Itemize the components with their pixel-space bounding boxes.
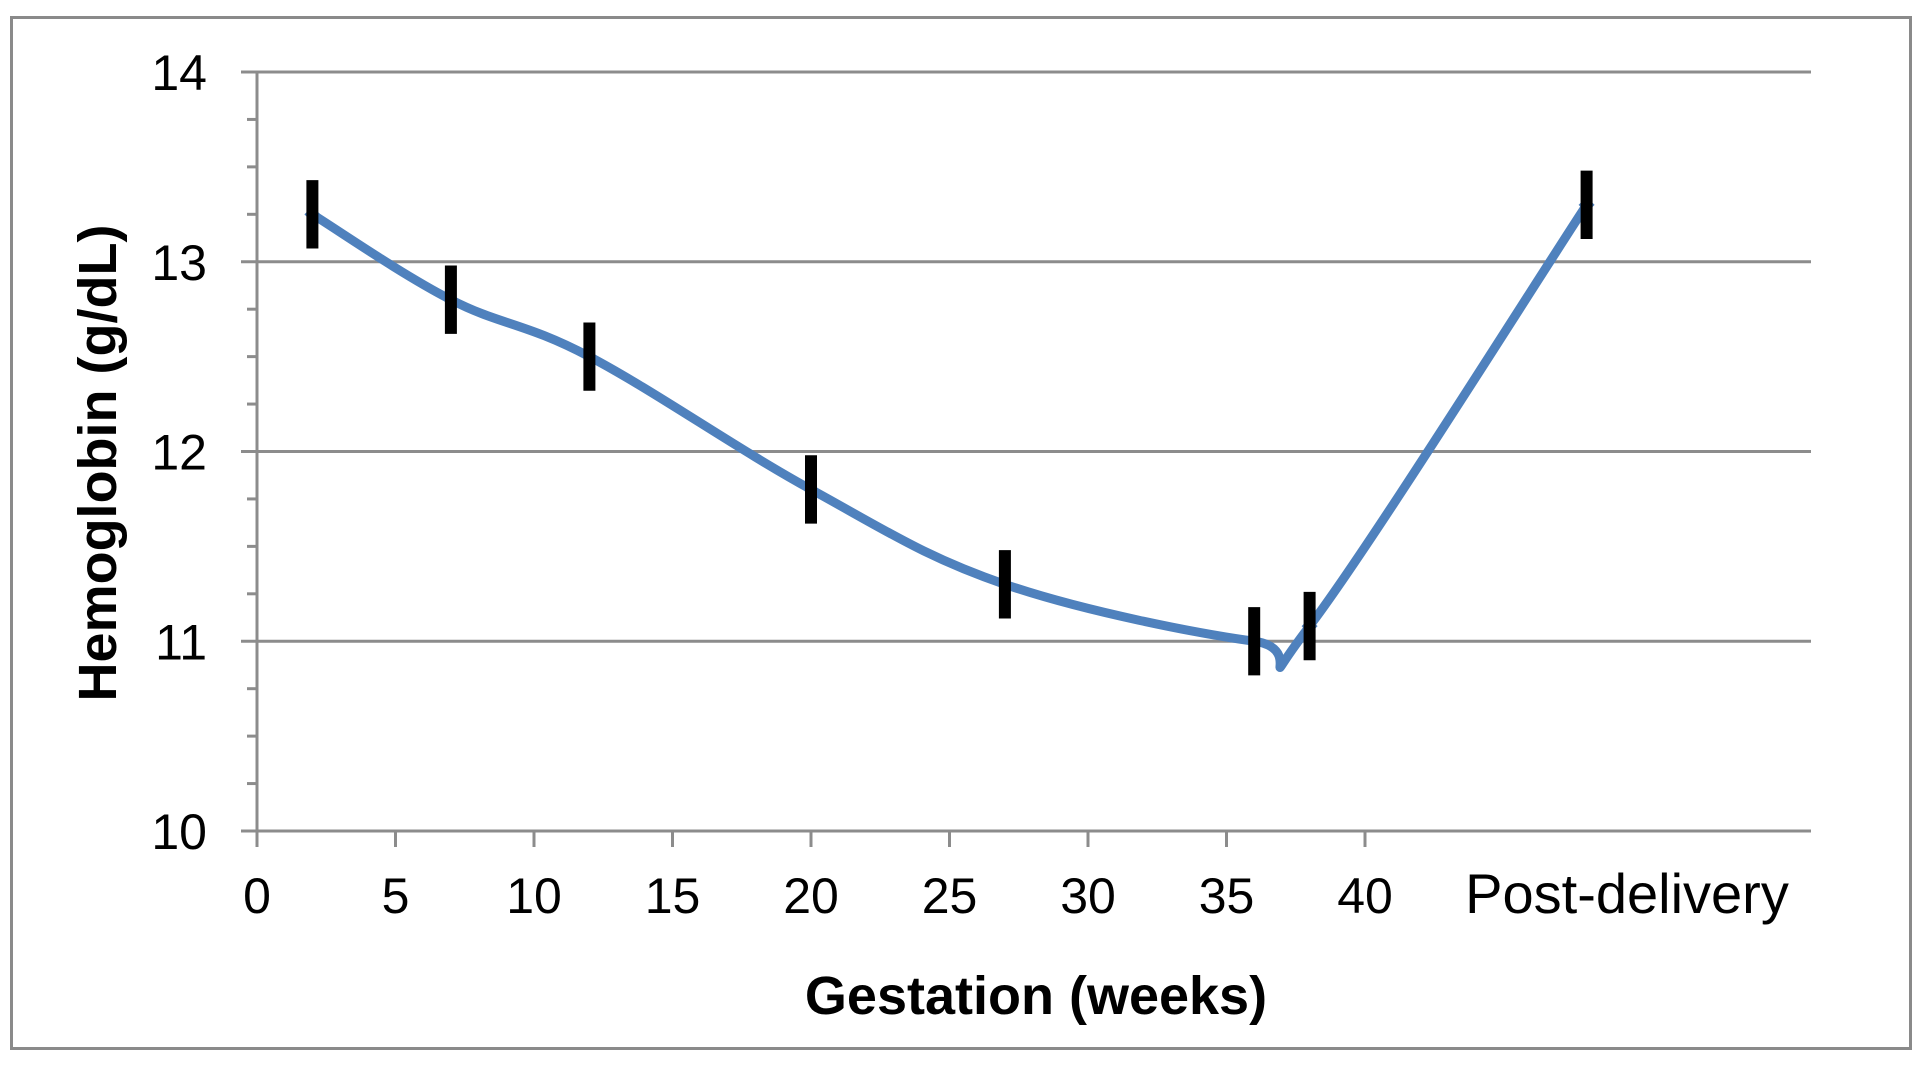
y-tick-label: 13 <box>151 235 207 291</box>
chart-frame: 10 11 12 13 14 0 5 10 15 20 25 30 35 40 Post-delivery … <box>10 16 1912 1050</box>
x-tick-label: 25 <box>922 868 978 924</box>
y-tick-label: 11 <box>155 614 207 670</box>
x-axis-title: Gestation (weeks) <box>805 966 1267 1026</box>
x-tick-label: 20 <box>783 868 839 924</box>
x-tick-label: 40 <box>1337 868 1393 924</box>
series-hemoglobin-line <box>307 200 1592 672</box>
series-line <box>307 200 1592 672</box>
x-tick-label: 10 <box>506 868 562 924</box>
error-markers <box>304 170 1595 676</box>
tick-labels: 10 11 12 13 14 0 5 10 15 20 25 30 35 40 Post-delivery <box>151 45 1788 925</box>
x-tick-label: 30 <box>1060 868 1116 924</box>
grid-lines <box>257 70 1811 643</box>
x-tick-label-post-delivery: Post-delivery <box>1465 862 1789 925</box>
y-tick-label: 14 <box>151 45 207 101</box>
x-tick-label: 35 <box>1199 868 1255 924</box>
x-tick-label: 15 <box>645 868 701 924</box>
axes <box>241 70 1811 847</box>
x-tick-label: 5 <box>382 868 410 924</box>
y-tick-label: 10 <box>151 804 207 860</box>
y-axis-title: Hemoglobin (g/dL) <box>68 225 128 702</box>
x-tick-label: 0 <box>243 868 271 924</box>
y-tick-label: 12 <box>151 425 207 481</box>
